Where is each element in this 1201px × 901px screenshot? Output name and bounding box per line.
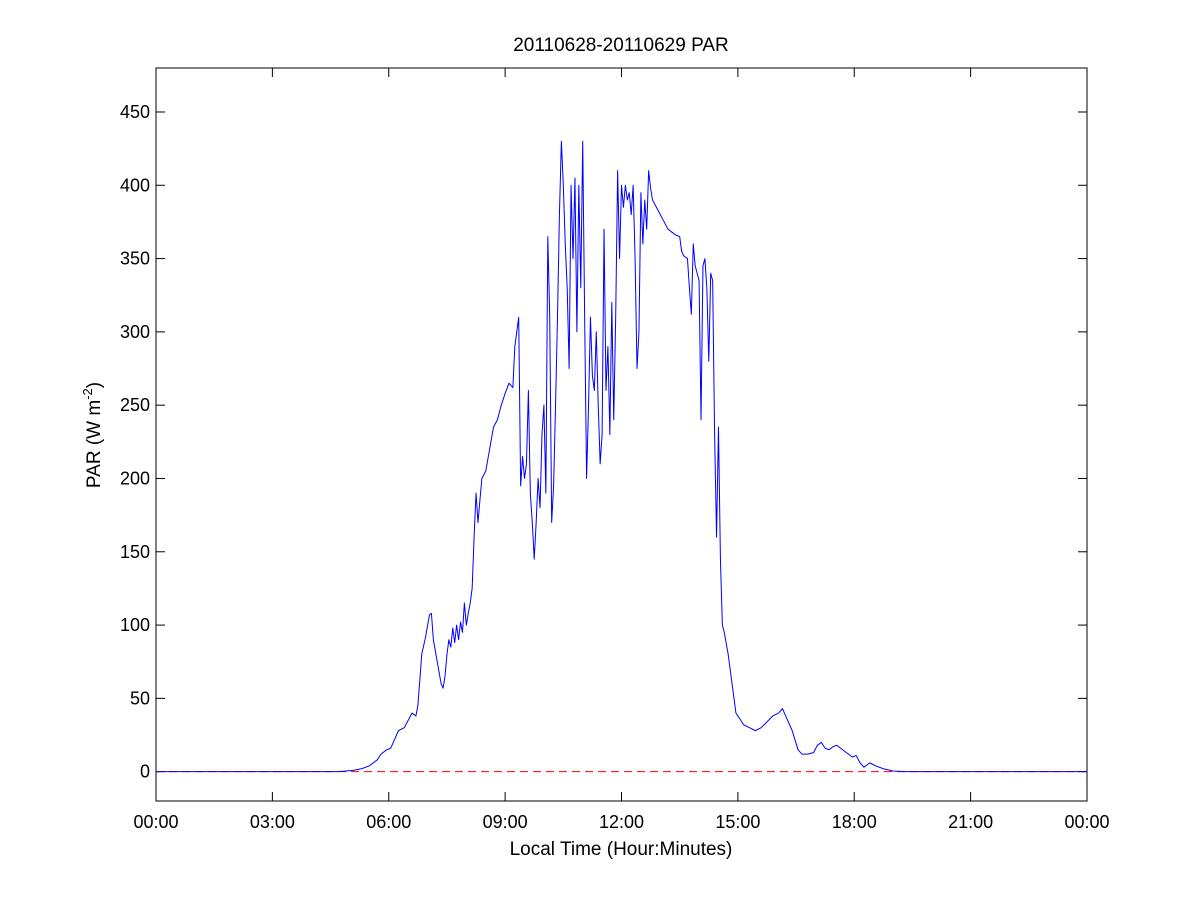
y-axis-label-main: PAR (W m [84,400,105,488]
y-tick-label: 100 [120,615,150,635]
x-tick-label: 21:00 [948,812,993,832]
x-tick-label: 15:00 [715,812,760,832]
y-tick-label: 150 [120,542,150,562]
y-tick-label: 50 [130,688,150,708]
x-axis-label: Local Time (Hour:Minutes) [510,839,733,860]
y-tick-label: 350 [120,249,150,269]
y-tick-label: 250 [120,395,150,415]
plot-area [155,67,1088,802]
x-tick-label: 18:00 [832,812,877,832]
y-tick-label: 400 [120,175,150,195]
x-tick-label: 00:00 [133,812,178,832]
chart-title: 20110628-20110629 PAR [513,35,729,56]
x-tick-label: 09:00 [483,812,528,832]
x-tick-label: 06:00 [366,812,411,832]
y-tick-label: 0 [140,762,150,782]
x-tick-label: 03:00 [250,812,295,832]
y-axis: 0 50 100 150 200 250 300 350 400 450 [120,102,1087,782]
par-series-line [156,140,1087,773]
y-tick-label: 300 [120,322,150,342]
y-axis-label-suffix: ) [84,382,105,388]
y-tick-label: 200 [120,468,150,488]
x-axis: 00:00 03:00 06:00 09:00 12:00 15:00 18:00 21:00… [133,68,1110,832]
x-tick-label: 00:00 [1064,812,1109,832]
y-tick-label: 450 [120,102,150,122]
y-axis-label-superscript: -2 [80,388,95,400]
x-tick-label: 12:00 [599,812,644,832]
series-layer [156,140,1087,773]
y-axis-label: PAR (W m-2) [80,382,105,488]
